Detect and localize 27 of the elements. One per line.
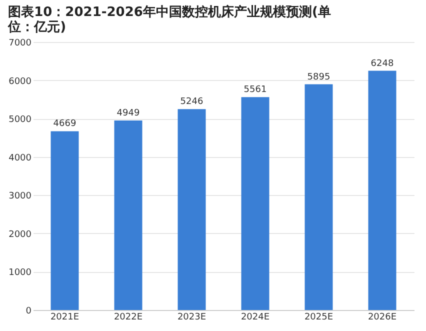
x-tick-label: 2023E — [177, 312, 206, 322]
data-label: 4949 — [116, 108, 140, 119]
x-tick-label: 2025E — [304, 312, 334, 322]
y-tick-label: 6000 — [8, 76, 32, 87]
bar — [368, 70, 396, 310]
bar — [304, 84, 333, 310]
y-tick-label: 0 — [26, 306, 32, 316]
x-tick-label: 2026E — [368, 312, 397, 322]
y-tick-label: 5000 — [8, 115, 32, 126]
data-label: 5895 — [307, 72, 330, 82]
bar — [178, 109, 206, 310]
y-tick-label: 3000 — [8, 192, 32, 202]
x-tick-label: 2021E — [50, 312, 80, 322]
data-label: 6248 — [370, 58, 394, 69]
bar — [50, 131, 79, 310]
y-tick-label: 4000 — [8, 153, 32, 164]
chart-title: 图表10：2021-2026年中国数控机床产业规模预测(单位：亿元) — [7, 4, 331, 35]
bar — [241, 97, 270, 310]
bar — [114, 120, 142, 310]
x-tick-label: 2024E — [240, 312, 270, 322]
y-tick-label: 7000 — [8, 38, 32, 48]
y-tick-label: 2000 — [8, 230, 32, 240]
data-label: 5561 — [244, 85, 267, 96]
y-tick-label: 1000 — [8, 268, 32, 278]
x-tick-label: 2022E — [114, 312, 143, 322]
data-label: 5246 — [180, 97, 204, 108]
data-label: 4669 — [53, 119, 76, 130]
